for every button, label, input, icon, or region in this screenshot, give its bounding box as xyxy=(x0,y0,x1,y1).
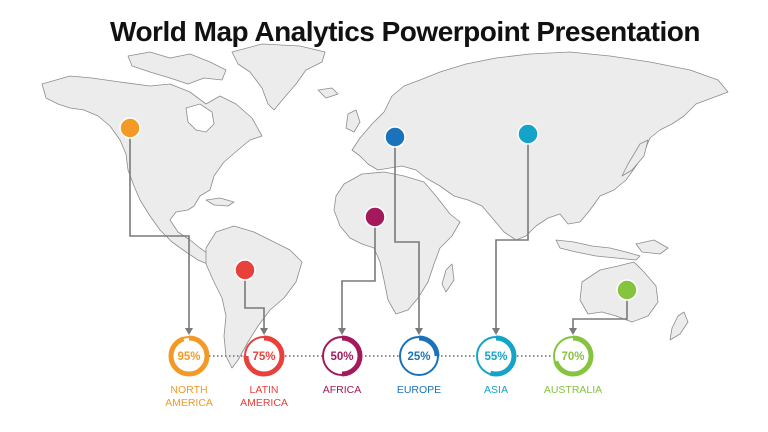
arctic-islands-shape xyxy=(127,51,227,85)
label-europe: EUROPE xyxy=(374,384,464,397)
ring-progress-arc xyxy=(552,335,594,377)
percent-africa: 50% xyxy=(330,351,353,363)
connector-latin-america xyxy=(244,270,265,330)
arrow-europe-icon xyxy=(415,328,423,335)
percent-europe: 25% xyxy=(407,351,430,363)
eurasia-shape xyxy=(351,51,729,241)
label-latin-america: LATIN AMERICA xyxy=(219,384,309,410)
new-guinea-shape xyxy=(635,239,669,255)
arrow-latin-america-icon xyxy=(260,328,268,335)
connector-asia xyxy=(495,134,529,330)
ring-progress-arc xyxy=(321,335,363,377)
label-line-1: ASIA xyxy=(484,384,508,396)
label-line-1: LATIN xyxy=(249,384,279,396)
arrow-asia-icon xyxy=(492,328,500,335)
arrow-north-america-icon xyxy=(185,328,193,335)
percent-latin-america: 75% xyxy=(252,351,275,363)
label-north-america: NORTH AMERICA xyxy=(144,384,234,410)
caribbean-shape xyxy=(205,197,235,207)
pin-north-america-icon[interactable] xyxy=(119,117,141,139)
connector-north-america xyxy=(129,128,190,330)
label-line-1: NORTH xyxy=(170,384,208,396)
continents xyxy=(41,43,729,369)
map-pins xyxy=(119,117,638,301)
pin-australia-icon[interactable] xyxy=(616,279,638,301)
label-africa: AFRICA xyxy=(297,384,387,397)
connector-africa xyxy=(341,217,376,330)
ring-africa: 50% xyxy=(321,335,363,377)
connector-australia xyxy=(572,290,628,330)
arrow-australia-icon xyxy=(569,328,577,335)
ring-progress-arc xyxy=(475,335,517,377)
label-australia: AUSTRALIA xyxy=(528,384,618,397)
pin-latin-america-icon[interactable] xyxy=(234,259,256,281)
ring-asia: 55% xyxy=(475,335,517,377)
ring-australia: 70% xyxy=(552,335,594,377)
south-america-shape xyxy=(205,225,303,369)
uk-shape xyxy=(345,109,361,133)
ring-progress-arc xyxy=(398,335,440,377)
page-title: World Map Analytics Powerpoint Presentat… xyxy=(110,16,700,47)
pin-europe-icon[interactable] xyxy=(384,126,406,148)
greenland-shape xyxy=(231,43,326,111)
percent-north-america: 95% xyxy=(177,351,200,363)
pin-africa-icon[interactable] xyxy=(364,206,386,228)
ring-progress-arc xyxy=(168,335,210,377)
hudson-bay-shape xyxy=(185,103,215,133)
connectors xyxy=(129,128,628,335)
ring-latin-america: 75% xyxy=(243,335,285,377)
label-line-1: EUROPE xyxy=(396,384,442,396)
indonesia-shape xyxy=(555,239,641,261)
arrow-africa-icon xyxy=(338,328,346,335)
connector-europe xyxy=(394,137,420,330)
label-line-2: AMERICA xyxy=(165,397,213,409)
label-line-1: AUSTRALIA xyxy=(543,384,603,396)
new-zealand-shape xyxy=(669,311,689,341)
iceland-shape xyxy=(317,87,339,99)
label-line-1: AFRICA xyxy=(322,384,362,396)
japan-shape xyxy=(621,139,649,177)
madagascar-shape xyxy=(441,263,455,293)
pin-asia-icon[interactable] xyxy=(517,123,539,145)
ring-north-america: 95% xyxy=(168,335,210,377)
percent-australia: 70% xyxy=(561,351,584,363)
ring-progress-arc xyxy=(243,335,285,377)
label-asia: ASIA xyxy=(451,384,541,397)
percent-asia: 55% xyxy=(484,351,507,363)
ring-europe: 25% xyxy=(398,335,440,377)
label-line-2: AMERICA xyxy=(240,397,288,409)
africa-shape xyxy=(333,171,461,315)
